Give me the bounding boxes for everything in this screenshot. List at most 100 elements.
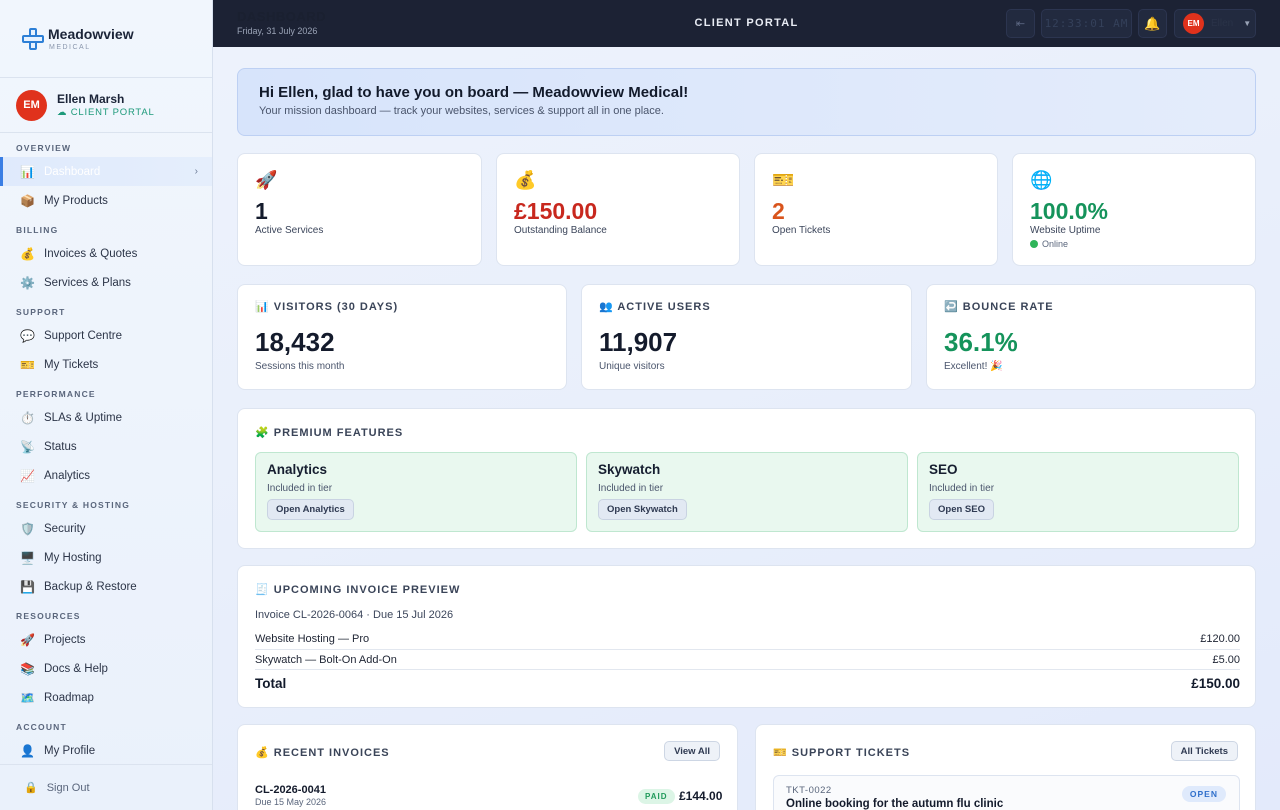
metric-title: ↩️ BOUNCE RATE bbox=[944, 301, 1054, 313]
invoice-due: Due 15 May 2026 bbox=[255, 797, 327, 807]
bar-chart-icon: 📊 bbox=[255, 301, 270, 313]
section-title: 🎫 SUPPORT TICKETS bbox=[773, 747, 911, 759]
ticket-row[interactable]: TKT-0022 Online booking for the autumn f… bbox=[773, 775, 1240, 810]
status-icon: 📡 bbox=[20, 439, 35, 454]
open-skywatch-button[interactable]: Open Skywatch bbox=[598, 499, 687, 520]
metric-label: Excellent! 🎉 bbox=[944, 361, 1003, 372]
lock-icon: 🔒 bbox=[24, 782, 38, 794]
sidebar-item-services-and-plans[interactable]: ⚙️ Services & Plans bbox=[0, 268, 212, 297]
backup-and-restore-icon: 💾 bbox=[20, 579, 35, 594]
globe-icon: 🌐 bbox=[1030, 170, 1053, 190]
sidebar-item-my-profile[interactable]: 👤 My Profile bbox=[0, 736, 212, 765]
feature-card-skywatch: Skywatch Included in tier Open Skywatch bbox=[586, 452, 908, 532]
brand-logo[interactable]: Meadowview MEDICAL bbox=[0, 0, 212, 78]
notifications-button[interactable]: 🔔 bbox=[1138, 9, 1167, 38]
divider bbox=[255, 649, 1240, 650]
sidebar-item-label: Dashboard bbox=[44, 165, 101, 178]
sidebar-item-projects[interactable]: 🚀 Projects bbox=[0, 625, 212, 654]
recent-invoices-panel: 💰 RECENT INVOICES View All CL-2026-0041 … bbox=[237, 724, 738, 810]
sidebar-item-support-centre[interactable]: 💬 Support Centre bbox=[0, 321, 212, 350]
all-tickets-button[interactable]: All Tickets bbox=[1170, 741, 1238, 761]
nav-section-heading: RESOURCES bbox=[16, 611, 81, 621]
roadmap-icon: 🗺️ bbox=[20, 690, 35, 705]
brand-subtitle: MEDICAL bbox=[49, 44, 91, 51]
docs-and-help-icon: 📚 bbox=[20, 661, 35, 676]
sidebar-item-roadmap[interactable]: 🗺️ Roadmap bbox=[0, 683, 212, 712]
section-title: 💰 RECENT INVOICES bbox=[255, 747, 390, 759]
welcome-title: Hi Ellen, glad to have you on board — Me… bbox=[259, 84, 689, 101]
portal-title: CLIENT PORTAL bbox=[694, 17, 799, 29]
sidebar-item-label: My Profile bbox=[44, 744, 96, 757]
section-title: 🧩 PREMIUM FEATURES bbox=[255, 427, 404, 439]
nav-section-heading: SECURITY & HOSTING bbox=[16, 500, 131, 510]
support-centre-icon: 💬 bbox=[20, 328, 35, 343]
divider bbox=[255, 669, 1240, 670]
sidebar-item-label: My Products bbox=[44, 194, 108, 207]
user-menu-button[interactable]: EM Ellen ▼ bbox=[1174, 9, 1256, 38]
sidebar-item-analytics[interactable]: 📈 Analytics bbox=[0, 461, 212, 490]
slas-and-uptime-icon: ⏱️ bbox=[20, 410, 35, 425]
my-profile-icon: 👤 bbox=[20, 743, 35, 758]
nav-section-heading: BILLING bbox=[16, 225, 59, 235]
section-title: 🧾 UPCOMING INVOICE PREVIEW bbox=[255, 584, 461, 596]
nav-section-heading: ACCOUNT bbox=[16, 722, 67, 732]
receipt-icon: 🧾 bbox=[255, 584, 270, 596]
sidebar: Meadowview MEDICAL EM Ellen Marsh ☁ CLIE… bbox=[0, 0, 213, 810]
sidebar-item-label: My Hosting bbox=[44, 551, 102, 564]
feature-subtitle: Included in tier bbox=[598, 483, 664, 494]
premium-features-panel: 🧩 PREMIUM FEATURES Analytics Included in… bbox=[237, 408, 1256, 549]
metric-label: Unique visitors bbox=[599, 361, 665, 372]
sidebar-item-label: Status bbox=[44, 440, 77, 453]
metric-value: 18,432 bbox=[255, 327, 335, 357]
metric-card-bounce-rate: ↩️ BOUNCE RATE 36.1% Excellent! 🎉 bbox=[926, 284, 1256, 390]
services-and-plans-icon: ⚙️ bbox=[20, 275, 35, 290]
feature-subtitle: Included in tier bbox=[929, 483, 995, 494]
sidebar-item-docs-and-help[interactable]: 📚 Docs & Help bbox=[0, 654, 212, 683]
stat-label: Website Uptime bbox=[1030, 225, 1101, 236]
metric-value: 11,907 bbox=[599, 327, 678, 357]
stat-value: 2 bbox=[772, 198, 785, 224]
ticket-icon: 🎫 bbox=[772, 170, 795, 190]
nav-section-heading: OVERVIEW bbox=[16, 143, 72, 153]
sidebar-item-my-hosting[interactable]: 🖥️ My Hosting bbox=[0, 543, 212, 572]
sidebar-item-slas-and-uptime[interactable]: ⏱️ SLAs & Uptime bbox=[0, 403, 212, 432]
feature-title: SEO bbox=[929, 462, 958, 477]
invoice-amount: £144.00 bbox=[679, 789, 723, 803]
sidebar-item-dashboard[interactable]: 📊 Dashboard › bbox=[0, 157, 212, 186]
open-analytics-button[interactable]: Open Analytics bbox=[267, 499, 354, 520]
sidebar-item-label: Support Centre bbox=[44, 329, 122, 342]
medical-cross-icon bbox=[22, 27, 44, 50]
page-date: Friday, 31 July 2026 bbox=[237, 26, 318, 36]
user-profile-summary: EM Ellen Marsh ☁ CLIENT PORTAL bbox=[0, 78, 212, 133]
page-title: DASHBOARD bbox=[237, 9, 326, 24]
ticket-title: Online booking for the autumn flu clinic bbox=[786, 798, 1004, 810]
metric-title: 👥 ACTIVE USERS bbox=[599, 301, 711, 313]
rocket-icon: 🚀 bbox=[255, 170, 278, 190]
invoice-id[interactable]: CL-2026-0041 bbox=[255, 784, 326, 796]
feature-subtitle: Included in tier bbox=[267, 483, 333, 494]
sidebar-item-my-tickets[interactable]: 🎫 My Tickets bbox=[0, 350, 212, 379]
sidebar-item-status[interactable]: 📡 Status bbox=[0, 432, 212, 461]
sign-out-button[interactable]: 🔒 Sign Out bbox=[0, 764, 212, 810]
sidebar-item-security[interactable]: 🛡️ Security bbox=[0, 514, 212, 543]
stat-card-active-services: 🚀 1 Active Services bbox=[237, 153, 482, 266]
collapse-sidebar-button[interactable]: ⇤ bbox=[1006, 9, 1035, 38]
chevron-down-icon: ▼ bbox=[1243, 19, 1252, 28]
sidebar-item-label: Docs & Help bbox=[44, 662, 108, 675]
dashboard-icon: 📊 bbox=[20, 164, 35, 179]
open-seo-button[interactable]: Open SEO bbox=[929, 499, 994, 520]
collapse-icon: ⇤ bbox=[1015, 18, 1026, 30]
my-tickets-icon: 🎫 bbox=[20, 357, 35, 372]
sidebar-item-invoices-and-quotes[interactable]: 💰 Invoices & Quotes bbox=[0, 239, 212, 268]
sidebar-item-my-products[interactable]: 📦 My Products bbox=[0, 186, 212, 215]
view-all-invoices-button[interactable]: View All bbox=[664, 741, 720, 761]
sidebar-item-label: My Tickets bbox=[44, 358, 99, 371]
invoice-total: Total £150.00 bbox=[255, 676, 1240, 691]
sidebar-item-backup-and-restore[interactable]: 💾 Backup & Restore bbox=[0, 572, 212, 601]
sidebar-item-label: SLAs & Uptime bbox=[44, 411, 122, 424]
invoice-line: Skywatch — Bolt-On Add-On £5.00 bbox=[255, 654, 1240, 666]
user-name: Ellen Marsh bbox=[57, 92, 125, 106]
nav-section-heading: PERFORMANCE bbox=[16, 389, 96, 399]
brand-name: Meadowview bbox=[48, 26, 134, 42]
user-role: ☁ CLIENT PORTAL bbox=[57, 107, 155, 118]
